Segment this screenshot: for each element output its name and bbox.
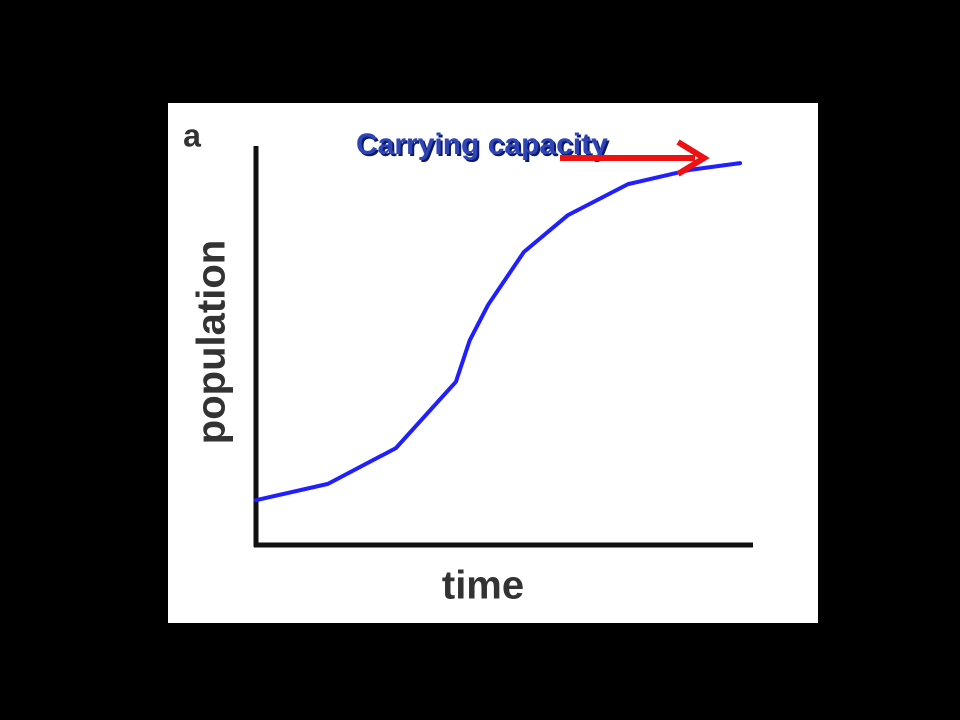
panel-label: a bbox=[183, 117, 201, 153]
x-axis-label: time bbox=[442, 564, 524, 608]
y-axis-label: population bbox=[190, 240, 234, 444]
annotation-arrowhead bbox=[676, 139, 710, 177]
plot bbox=[254, 161, 743, 503]
data-line bbox=[254, 161, 743, 503]
chart-panel bbox=[168, 103, 818, 623]
